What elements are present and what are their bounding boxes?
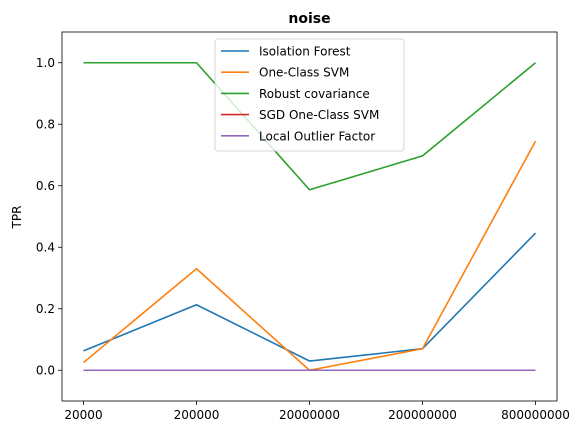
legend-label: Local Outlier Factor [259,129,375,143]
series-layer [82,61,537,372]
legend-label: SGD One-Class SVM [259,108,379,122]
x-tick-label: 800000000 [501,408,570,422]
plot-frame [61,31,558,402]
legend-label: One-Class SVM [259,66,349,80]
x-tick-label: 20000000 [279,408,340,422]
series-line [82,140,537,372]
x-tick-label: 200000000 [388,408,457,422]
y-tick-label: 0.4 [36,240,55,254]
chart-title: noise [288,11,330,27]
series-line [83,61,537,191]
legend-label: Isolation Forest [259,45,351,59]
y-tick-label: 0.2 [36,302,55,316]
y-tick-label: 1.0 [36,56,55,70]
y-axis-label: TPR [10,206,24,230]
series-line [83,232,537,362]
legend: Isolation Forest One-Class SVM Robust cova… [214,38,405,152]
legend-box [214,38,405,152]
x-tick-label: 20000 [64,408,102,422]
y-tick-label: 0.8 [36,117,55,131]
y-tick-label: 0.0 [36,363,55,377]
legend-label: Robust covariance [259,87,370,101]
axes-group: 0.0 0.2 0.4 0.6 0.8 1.0 20000 200000 20000000 200… [36,31,570,422]
x-tick-label: 200000 [174,408,220,422]
y-tick-label: 0.6 [36,179,55,193]
